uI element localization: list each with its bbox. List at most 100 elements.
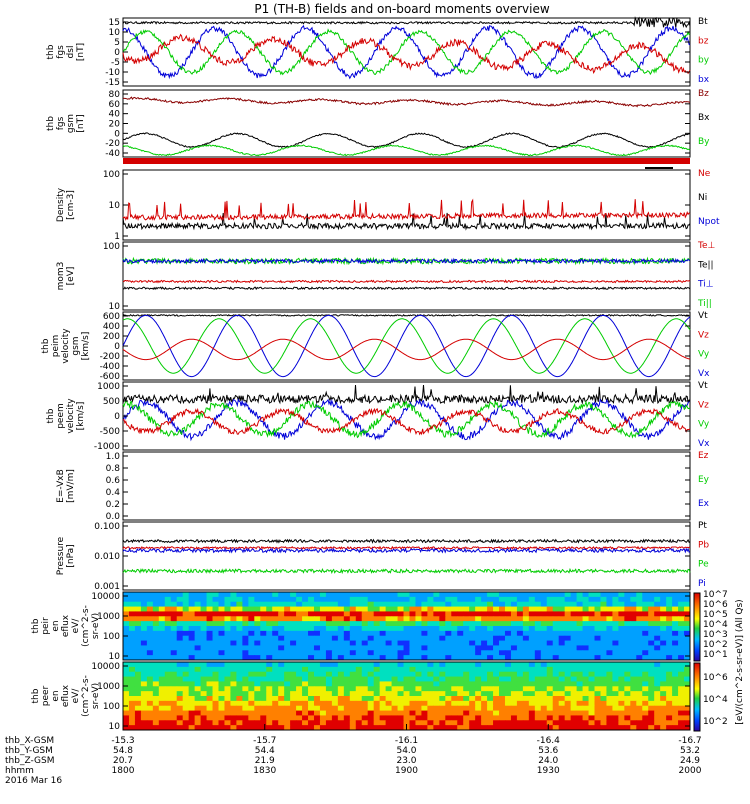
- spec-cell: [469, 720, 476, 726]
- spec-cell: [451, 686, 458, 692]
- spec-cell: [469, 616, 476, 622]
- spec-cell: [242, 681, 249, 687]
- spec-cell: [206, 671, 214, 678]
- spec-cell: [594, 601, 601, 608]
- spec-cell: [403, 655, 410, 661]
- spec-cell: [684, 640, 691, 646]
- spec-cell: [528, 666, 536, 673]
- spec-cell: [290, 655, 297, 661]
- spec-cell: [260, 666, 267, 673]
- spec-cell: [415, 666, 422, 673]
- spec-cell: [540, 601, 548, 608]
- y-axis-label: [nT]: [76, 43, 86, 61]
- spec-cell: [457, 640, 464, 646]
- spec-cell: [200, 596, 208, 603]
- bx-line: [122, 24, 691, 80]
- spec-cell: [123, 626, 130, 632]
- spec-cell: [260, 700, 267, 707]
- spec-cell: [630, 592, 637, 598]
- spec-cell: [164, 635, 172, 642]
- spec-cell: [134, 616, 142, 622]
- spec-cell: [582, 650, 590, 656]
- spec-cell: [558, 611, 566, 617]
- spec-cell: [218, 626, 225, 632]
- spec-cell: [606, 705, 613, 712]
- spec-cell: [290, 686, 297, 692]
- spec-cell: [606, 635, 613, 642]
- spec-cell: [361, 720, 369, 726]
- spec-cell: [463, 640, 470, 646]
- spec-cell: [188, 616, 196, 622]
- spec-cell: [248, 681, 255, 687]
- legend-vy: Vy: [698, 350, 710, 360]
- spec-cell: [123, 671, 130, 678]
- spec-cell: [308, 611, 315, 617]
- spec-cell: [522, 666, 530, 673]
- spec-cell: [260, 691, 267, 697]
- spec-cell: [302, 725, 309, 731]
- spec-cell: [451, 626, 458, 632]
- spec-cell: [236, 662, 243, 668]
- spec-cell: [385, 681, 393, 687]
- spec-cell: [331, 681, 339, 687]
- spec-cell: [403, 606, 410, 612]
- spec-cell: [499, 655, 506, 661]
- spec-cell: [224, 630, 231, 637]
- spec-cell: [552, 596, 560, 603]
- spec-cell: [206, 596, 214, 603]
- spec-cell: [290, 725, 297, 731]
- spec-cell: [540, 686, 548, 692]
- spec-cell: [212, 621, 219, 627]
- spec-cell: [373, 621, 381, 627]
- colorbar-tick: 10^2: [703, 717, 728, 727]
- spec-cell: [212, 635, 219, 642]
- spec-cell: [176, 676, 184, 682]
- spec-cell: [188, 696, 196, 702]
- spec-cell: [510, 616, 518, 622]
- spec-cell: [248, 650, 255, 656]
- legend-ey: Ey: [698, 475, 710, 485]
- spec-cell: [612, 616, 619, 622]
- spec-cell: [284, 626, 291, 632]
- spec-cell: [439, 720, 446, 726]
- spec-cell: [522, 696, 530, 702]
- spec-cell: [510, 681, 518, 687]
- bz-line: [122, 33, 691, 75]
- spec-cell: [385, 696, 393, 702]
- spec-cell: [540, 676, 548, 682]
- spec-cell: [582, 696, 590, 702]
- spec-cell: [170, 696, 178, 702]
- spec-cell: [570, 691, 578, 697]
- spec-cell: [188, 671, 196, 678]
- spec-cell: [654, 662, 661, 668]
- spec-cell: [684, 686, 691, 692]
- spec-cell: [146, 650, 154, 656]
- spec-cell: [373, 671, 381, 678]
- spec-cell: [367, 681, 375, 687]
- spec-cell: [606, 611, 613, 617]
- spec-cell: [236, 686, 243, 692]
- spec-cell: [552, 705, 560, 712]
- spec-cell: [475, 650, 482, 656]
- by-gsm-line: [122, 144, 691, 157]
- spec-cell: [308, 681, 315, 687]
- spec-cell: [522, 705, 530, 712]
- spec-cell: [564, 676, 572, 682]
- spec-cell: [379, 601, 387, 608]
- spec-cell: [403, 700, 410, 707]
- spec-cell: [445, 592, 452, 598]
- spec-cell: [385, 601, 393, 608]
- spec-cell: [254, 710, 261, 716]
- spec-cell: [278, 630, 285, 637]
- spec-cell: [660, 621, 667, 627]
- spec-cell: [152, 725, 160, 731]
- spec-cell: [331, 640, 339, 646]
- spec-cell: [439, 705, 446, 712]
- spec-cell: [355, 662, 363, 668]
- spec-cell: [308, 676, 315, 682]
- spec-cell: [140, 681, 148, 687]
- spec-cell: [522, 691, 530, 697]
- y-axis-label: peer: [41, 685, 51, 706]
- spec-cell: [427, 606, 434, 612]
